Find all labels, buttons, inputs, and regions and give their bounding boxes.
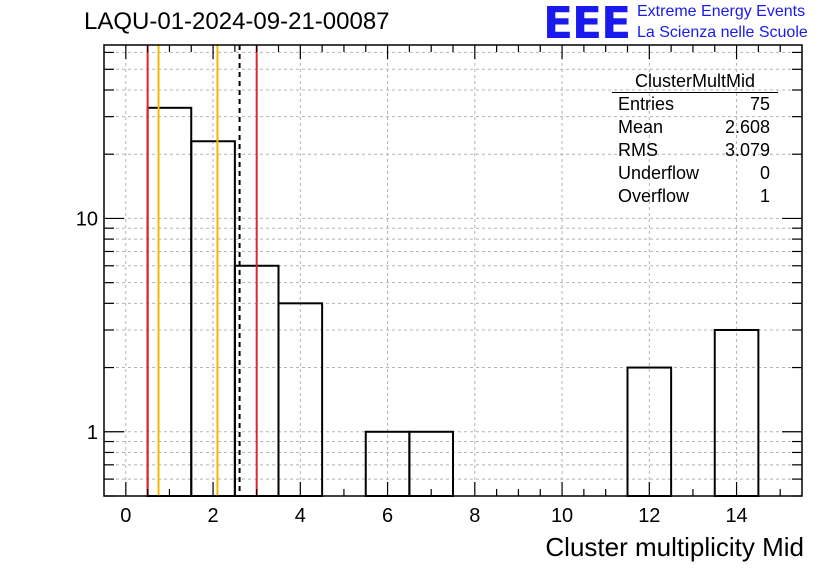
x-tick-label: 8: [469, 505, 480, 527]
stats-label: Underflow: [618, 163, 700, 183]
stats-label: Mean: [618, 117, 664, 137]
x-tick-label: 12: [638, 505, 660, 527]
stats-row-rms: RMS 3.079: [612, 139, 778, 162]
x-axis-title: Cluster multiplicity Mid: [545, 532, 804, 562]
stats-value: 2.608: [724, 117, 770, 137]
logo-subtitle-line1: Extreme Energy Events: [637, 3, 806, 20]
stats-box-title: ClusterMultMid: [612, 70, 778, 93]
grid-lines: [104, 45, 802, 497]
stats-label: RMS: [618, 140, 658, 160]
plot-title: LAQU-01-2024-09-21-00087: [84, 8, 390, 35]
stats-value: 1: [759, 186, 770, 206]
stats-row-overflow: Overflow 1: [612, 185, 778, 208]
x-tick-label: 10: [551, 505, 573, 527]
x-tick-label: 6: [382, 505, 393, 527]
stats-value: 75: [749, 94, 770, 114]
stats-box: ClusterMultMid Entries 75 Mean 2.608 RMS…: [612, 70, 778, 208]
stats-label: Overflow: [618, 186, 690, 206]
marker-lines: [146, 45, 258, 496]
x-tick-label: 2: [208, 505, 219, 527]
histogram-bin: [146, 106, 193, 497]
y-tick-label: 10: [76, 208, 98, 230]
stats-row-underflow: Underflow 0: [612, 162, 778, 185]
stats-label: Entries: [618, 94, 675, 114]
stats-value: 3.079: [724, 140, 770, 160]
y-tick-label: 1: [87, 422, 98, 444]
eee-logo: EEE: [543, 0, 631, 49]
x-tick-label: 14: [725, 505, 747, 527]
stats-value: 0: [759, 163, 770, 183]
x-tick-label: 4: [295, 505, 306, 527]
stats-row-mean: Mean 2.608: [612, 116, 778, 139]
stats-row-entries: Entries 75: [612, 93, 778, 116]
logo-subtitle-line2: La Scienza nelle Scuole: [637, 24, 808, 41]
x-tick-label: 0: [120, 505, 131, 527]
